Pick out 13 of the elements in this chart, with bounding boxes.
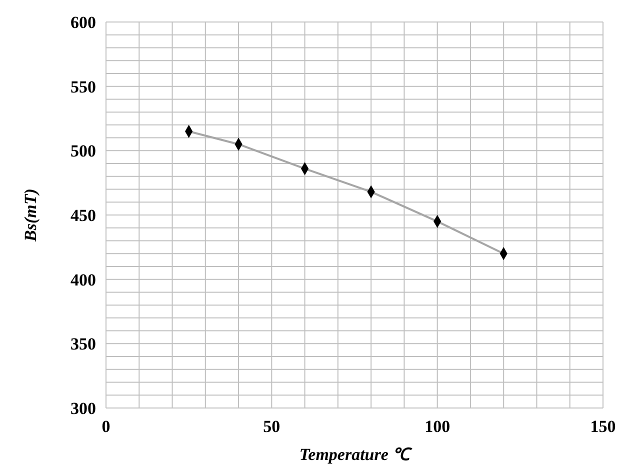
x-tick-label: 0 bbox=[102, 417, 110, 436]
x-tick-label: 150 bbox=[590, 417, 616, 436]
y-axis-title: Bs(mT) bbox=[21, 188, 40, 242]
x-axis-title: Temperature ℃ bbox=[299, 445, 413, 464]
y-tick-label: 500 bbox=[70, 142, 96, 161]
y-tick-label: 400 bbox=[70, 270, 96, 290]
x-tick-label: 50 bbox=[263, 417, 280, 436]
y-tick-label: 600 bbox=[70, 13, 96, 32]
x-tick-label: 100 bbox=[424, 417, 450, 436]
y-tick-label: 450 bbox=[70, 206, 96, 225]
y-tick-label: 550 bbox=[70, 77, 96, 96]
y-tick-label: 350 bbox=[70, 334, 96, 354]
y-tick-label: 300 bbox=[70, 399, 96, 418]
